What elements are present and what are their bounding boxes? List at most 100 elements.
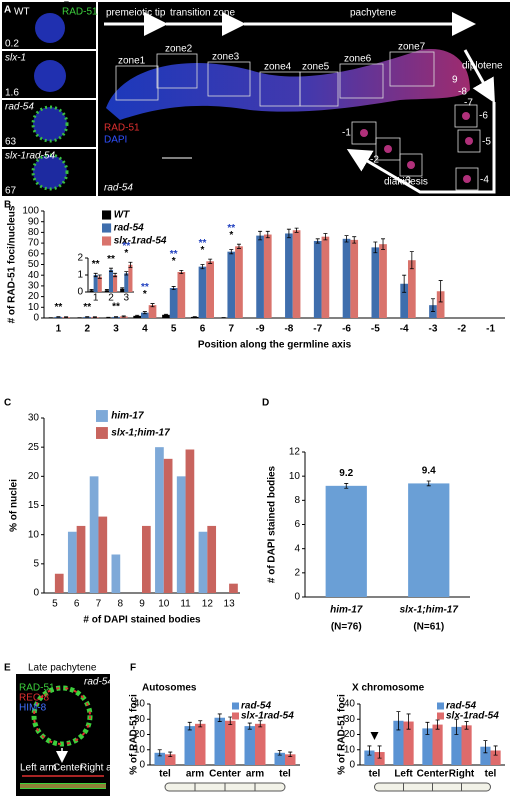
bar — [400, 283, 408, 318]
error-bar — [192, 316, 197, 318]
x-tick-label: Right — [449, 769, 475, 780]
bar — [141, 312, 149, 318]
legend-swatch — [437, 702, 444, 710]
x-tick-label: 5 — [171, 324, 177, 335]
bar — [133, 315, 142, 318]
nucleus-label: 9 — [452, 75, 458, 86]
x-tick-label: 10 — [158, 599, 170, 610]
error-bar — [258, 230, 263, 241]
bar — [162, 314, 170, 318]
stain: RAD-51 — [104, 123, 140, 134]
annotation: * — [172, 256, 176, 267]
error-bar — [217, 713, 222, 722]
bar — [184, 726, 195, 765]
bar — [113, 275, 118, 292]
error-bar — [142, 311, 147, 315]
error-bar — [454, 718, 459, 735]
error-bar — [93, 272, 98, 278]
nucleus — [34, 60, 66, 92]
panel-e: E Late pachytene rad-54 RAD-51 REC-8 HIM… — [4, 663, 123, 796]
annotation: ** — [122, 241, 130, 252]
x-tick-label: 5 — [52, 599, 58, 610]
bar — [207, 525, 217, 593]
error-bar — [396, 711, 401, 731]
y-tick-label: 5 — [33, 558, 39, 569]
y-tick-label: 0 — [349, 760, 355, 771]
error-bar — [56, 316, 61, 318]
bar — [225, 720, 236, 765]
nucleus — [31, 153, 69, 191]
error-bar — [187, 721, 192, 731]
error-bar — [294, 227, 299, 233]
bar — [408, 483, 450, 597]
straightened-chromosome — [20, 784, 106, 788]
bar — [350, 239, 359, 318]
legend-label: WT — [114, 210, 130, 221]
error-bar — [128, 261, 133, 268]
zone: zone6 — [344, 54, 372, 65]
stain: DAPI — [104, 135, 127, 146]
bar — [292, 230, 301, 318]
y-tick-label: 20 — [134, 729, 146, 740]
y-tick-label: 80 — [28, 227, 40, 238]
genotype: rad-54 — [5, 102, 34, 113]
error-bar — [120, 287, 125, 290]
error-bar — [483, 740, 488, 754]
panel-a: A WT zone7 RAD-51 0.2 slx-1 1.6 rad-54 6… — [2, 1, 510, 197]
count: 63 — [5, 137, 17, 148]
x-tick-label: 12 — [202, 599, 214, 610]
y-tick-label: 40 — [134, 699, 146, 710]
bar — [235, 246, 243, 318]
y-axis-title: # of RAD-51 foci/nucleus — [7, 205, 18, 323]
error-bar — [344, 483, 349, 489]
error-bar — [377, 745, 382, 759]
genotype: rad-54 — [104, 183, 133, 194]
panel-label: C — [4, 398, 11, 409]
legend-label: him-17 — [111, 411, 144, 422]
y-tick-label: 20 — [28, 291, 40, 302]
bar — [364, 750, 375, 765]
n-label: (N=61) — [413, 622, 444, 633]
y-tick-label: 0 — [294, 592, 300, 603]
zone-boxes — [115, 51, 481, 191]
annotation: * — [124, 248, 128, 259]
value-label: 9.4 — [422, 466, 436, 477]
x-tick-label: Center — [209, 769, 241, 780]
nucleus-label: -4 — [480, 175, 489, 186]
error-bar — [265, 230, 270, 239]
annotation: * — [229, 230, 233, 241]
genotype: slx-1rad-54 — [5, 151, 55, 162]
zone: zone1 — [118, 56, 146, 67]
region: diplotene — [462, 61, 503, 72]
annotation: ** — [199, 238, 207, 249]
error-bar — [367, 745, 372, 756]
error-bar — [208, 258, 213, 264]
error-bar — [435, 719, 440, 730]
bar — [128, 264, 133, 292]
bar — [155, 447, 164, 593]
annotation: ** — [227, 223, 235, 234]
y-tick-label: 30 — [344, 714, 356, 725]
bar — [244, 726, 255, 765]
error-bar — [409, 251, 414, 270]
error-bar — [373, 241, 378, 254]
error-bar — [64, 316, 69, 318]
bar — [407, 260, 416, 318]
legend-swatch — [96, 427, 108, 439]
annotation: ** — [83, 302, 91, 313]
error-bar — [114, 316, 119, 318]
error-bar — [85, 316, 90, 318]
count: 0.2 — [5, 39, 19, 50]
y-tick-label: 8 — [294, 495, 300, 506]
nucleus-label: -5 — [482, 137, 491, 148]
annotation: ** — [107, 254, 115, 265]
legend-label: rad-54 — [446, 701, 476, 712]
error-bar — [426, 480, 431, 487]
bar — [325, 485, 367, 597]
annotation: ** — [141, 282, 149, 293]
error-bar — [402, 274, 407, 293]
bar — [274, 752, 285, 765]
y-tick-label: 10 — [28, 302, 40, 313]
error-bar — [92, 316, 97, 318]
error-bar — [352, 236, 357, 244]
